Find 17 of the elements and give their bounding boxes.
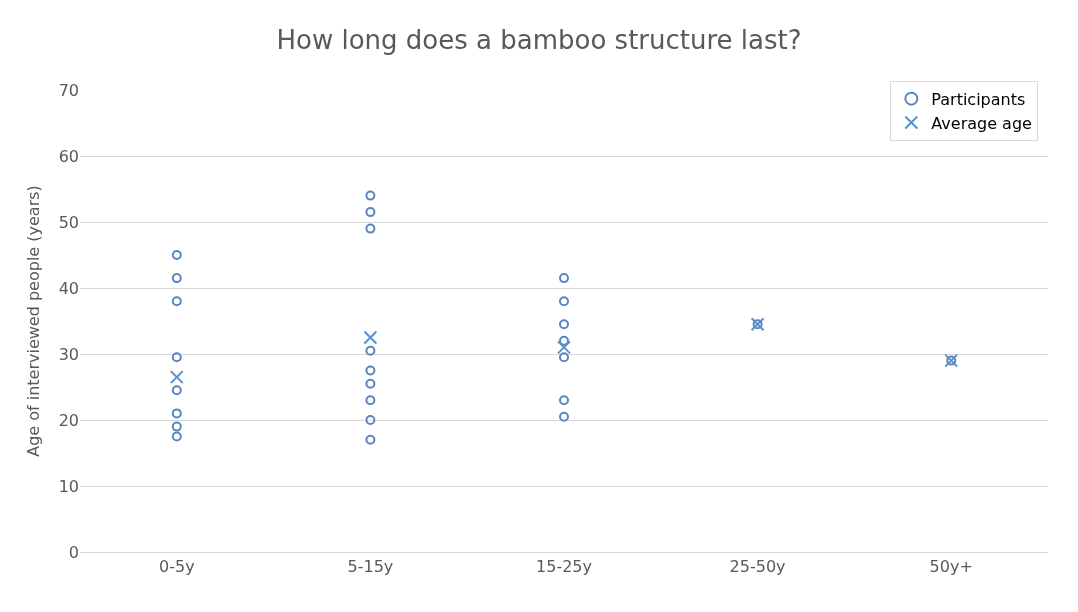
- chart-title: How long does a bamboo structure last?: [276, 24, 802, 55]
- legend-label: Participants: [931, 89, 1026, 109]
- x-tick-label: 50y+: [929, 557, 973, 577]
- x-tick-label: 0-5y: [159, 557, 195, 577]
- y-tick-label: 50: [58, 212, 79, 232]
- y-tick-label: 10: [58, 476, 79, 496]
- y-tick-label: 40: [58, 278, 79, 298]
- y-axis-title: Age of interviewed people (years): [23, 185, 43, 457]
- legend-label: Average age: [931, 113, 1032, 133]
- y-tick-label: 20: [58, 410, 79, 430]
- y-tick-label: 30: [58, 344, 79, 364]
- x-tick-label: 15-25y: [536, 557, 592, 577]
- y-tick-label: 60: [58, 146, 79, 166]
- y-tick-label: 0: [68, 542, 79, 562]
- y-tick-label: 70: [58, 80, 79, 100]
- x-tick-label: 5-15y: [347, 557, 394, 577]
- x-tick-label: 25-50y: [729, 557, 786, 577]
